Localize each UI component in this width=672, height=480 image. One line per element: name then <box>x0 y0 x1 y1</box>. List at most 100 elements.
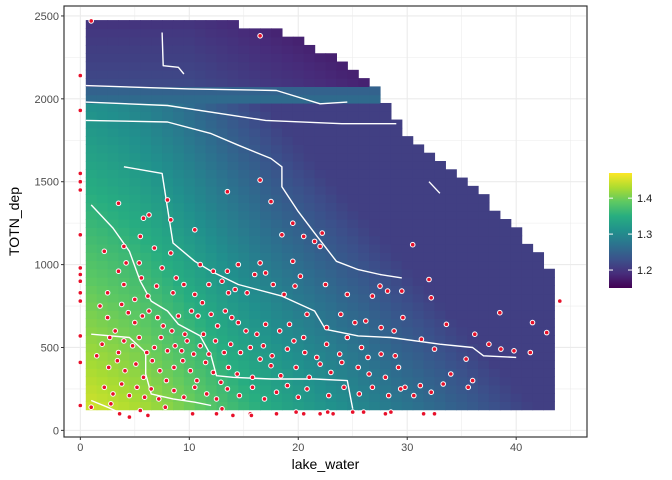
surface-cell <box>303 194 316 204</box>
surface-cell <box>205 102 218 112</box>
surface-cell <box>129 177 141 187</box>
surface-cell <box>292 185 305 195</box>
data-point <box>99 341 105 348</box>
surface-cell <box>107 177 120 187</box>
surface-cell <box>271 94 283 104</box>
surface-cell <box>162 310 174 320</box>
surface-cell <box>172 119 185 129</box>
surface-cell <box>510 293 523 303</box>
surface-cell <box>467 368 479 378</box>
surface-cell <box>292 252 305 262</box>
surface-cell <box>532 293 545 303</box>
surface-cell <box>445 277 457 286</box>
surface-cell <box>336 351 348 361</box>
surface-cell <box>390 243 403 253</box>
surface-cell <box>85 277 98 286</box>
data-point <box>132 319 138 326</box>
surface-cell <box>467 194 479 204</box>
surface-cell <box>172 78 185 87</box>
surface-cell <box>118 44 130 54</box>
surface-cell <box>96 359 109 369</box>
surface-cell <box>107 44 120 54</box>
data-point <box>192 227 198 233</box>
surface-cell <box>183 277 196 286</box>
surface-cell <box>510 243 523 253</box>
surface-cell <box>205 160 218 170</box>
surface-cell <box>172 384 185 394</box>
surface-cell <box>227 219 239 228</box>
data-point <box>136 334 142 341</box>
surface-cell <box>238 185 250 195</box>
surface-cell <box>281 169 294 179</box>
data-point <box>292 283 298 289</box>
data-point <box>122 367 128 374</box>
surface-cell <box>314 376 327 386</box>
surface-cell <box>314 293 327 303</box>
surface-cell <box>478 393 490 402</box>
surface-cell <box>434 368 446 378</box>
surface-cell <box>347 127 359 137</box>
surface-cell <box>445 185 457 195</box>
surface-cell <box>205 194 218 204</box>
surface-cell <box>151 144 163 154</box>
surface-cell <box>488 335 501 344</box>
data-point <box>126 414 133 420</box>
surface-cell <box>129 152 141 162</box>
surface-cell <box>314 111 327 121</box>
surface-cell <box>260 177 272 187</box>
surface-cell <box>271 243 283 253</box>
surface-cell <box>260 219 272 228</box>
surface-cell <box>423 202 436 212</box>
surface-cell <box>249 69 261 79</box>
surface-cell <box>314 86 327 96</box>
surface-cell <box>260 243 272 253</box>
surface-cell <box>390 376 403 386</box>
surface-cell <box>358 111 370 121</box>
surface-cell <box>456 227 468 237</box>
surface-cell <box>292 301 305 311</box>
surface-cell <box>347 252 359 262</box>
surface-cell <box>260 351 272 361</box>
surface-cell <box>445 293 457 303</box>
surface-cell <box>488 260 501 270</box>
surface-cell <box>249 202 261 212</box>
surface-cell <box>162 268 174 278</box>
data-point <box>163 377 170 384</box>
surface-cell <box>379 393 392 402</box>
surface-cell <box>434 318 446 328</box>
surface-cell <box>162 260 174 270</box>
y-tick-label: 500 <box>41 342 59 354</box>
data-point <box>262 321 269 328</box>
surface-cell <box>183 376 196 386</box>
data-point <box>399 288 405 294</box>
surface-cell <box>303 152 316 162</box>
surface-cell <box>510 268 523 278</box>
surface-cell <box>488 326 501 336</box>
surface-cell <box>423 301 436 311</box>
surface-cell <box>129 194 141 204</box>
surface-cell <box>227 136 239 146</box>
data-point <box>158 334 164 341</box>
surface-cell <box>194 285 207 295</box>
surface-cell <box>107 78 120 87</box>
surface-cell <box>379 152 392 162</box>
surface-cell <box>260 160 272 170</box>
surface-cell <box>194 335 207 344</box>
surface-cell <box>96 252 109 262</box>
surface-cell <box>183 326 196 336</box>
surface-cell <box>96 368 109 378</box>
surface-cell <box>238 144 250 154</box>
surface-cell <box>227 78 239 87</box>
surface-cell <box>194 136 207 146</box>
surface-cell <box>521 384 534 394</box>
surface-cell <box>85 44 98 54</box>
surface-cell <box>543 393 555 402</box>
surface-cell <box>140 28 152 38</box>
surface-cell <box>358 202 370 212</box>
surface-cell <box>238 102 250 112</box>
surface-cell <box>303 119 316 129</box>
surface-cell <box>183 335 196 344</box>
surface-cell <box>118 169 130 179</box>
surface-cell <box>140 235 152 245</box>
surface-cell <box>129 111 141 121</box>
